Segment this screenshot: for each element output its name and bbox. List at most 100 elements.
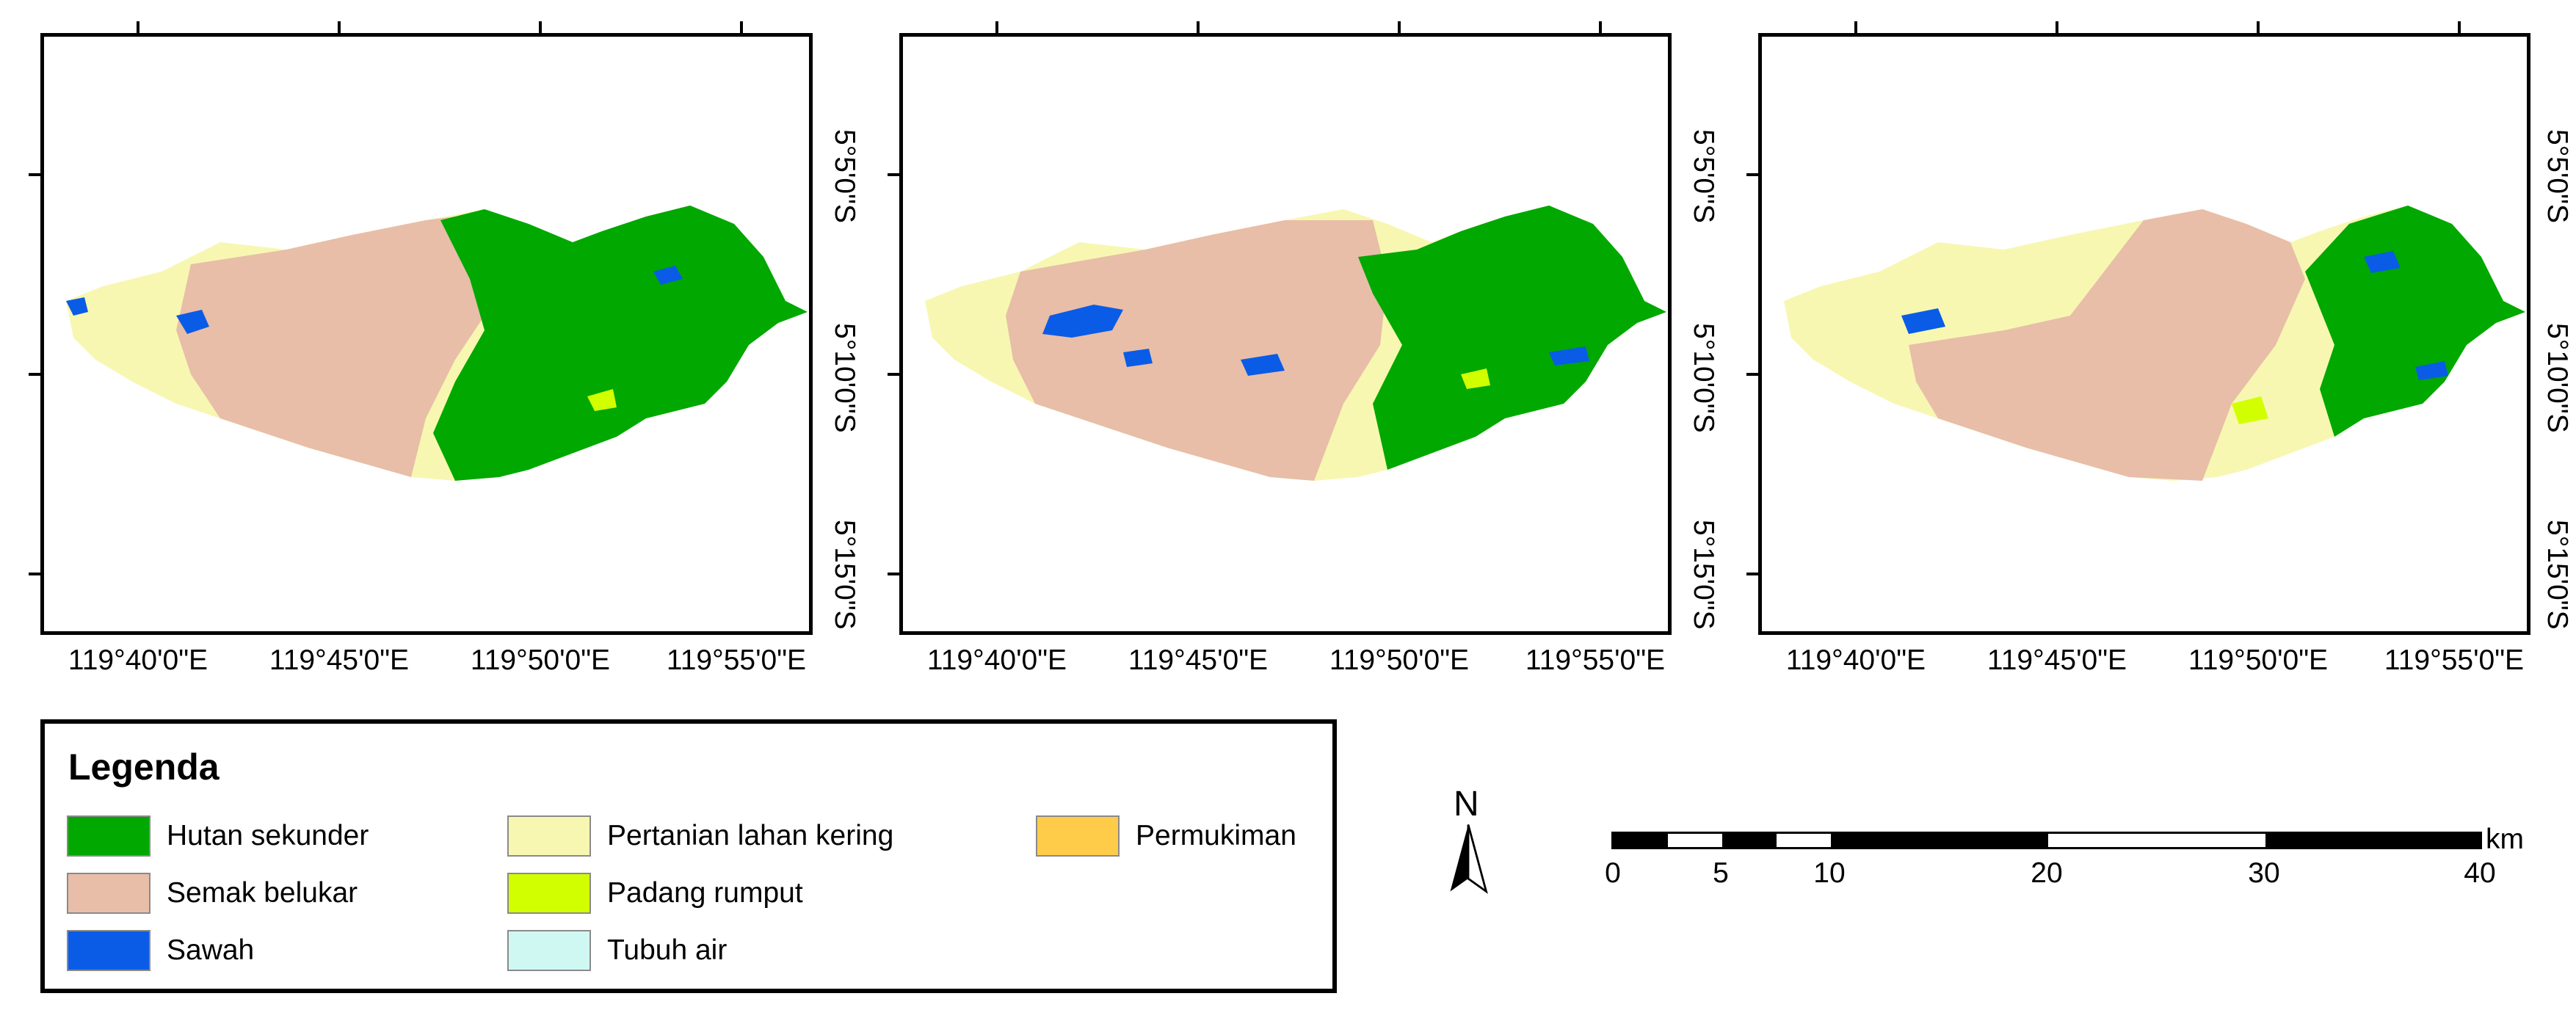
legend-swatch: [507, 815, 591, 857]
padang-patch: [1461, 368, 1490, 389]
tick-mark: [888, 373, 899, 376]
legend-item: Sawah: [67, 930, 254, 971]
tick-mark: [1746, 373, 1758, 376]
tick-mark: [29, 573, 40, 575]
north-label: N: [1454, 785, 1479, 824]
legend-label: Hutan sekunder: [167, 820, 369, 851]
longitude-label: 119°45'0"E: [269, 644, 410, 676]
scale-segment: [1777, 834, 1831, 847]
sawah-patch: [1549, 346, 1589, 366]
sawah-patch: [1042, 305, 1123, 338]
scale-label: 30: [2248, 857, 2280, 889]
longitude-label: 119°50'0"E: [2188, 644, 2329, 676]
latitude-label: 5°10'0"S: [829, 323, 860, 433]
longitude-label: 119°50'0"E: [470, 644, 611, 676]
tick-mark: [1746, 573, 1758, 575]
latitude-label: 5°15'0"S: [1688, 520, 1719, 630]
tick-mark: [338, 21, 341, 33]
sawah-patch: [176, 310, 209, 334]
scale-segment: [1668, 834, 1722, 847]
longitude-label: 119°45'0"E: [1128, 644, 1269, 676]
latitude-label: 5°10'0"S: [1688, 323, 1719, 433]
legend-swatch: [507, 930, 591, 971]
legend-label: Padang rumput: [607, 877, 803, 909]
legend-swatch: [67, 873, 150, 914]
sawah-patch: [2415, 361, 2448, 380]
sawah-patch: [66, 297, 88, 316]
longitude-label: 119°50'0"E: [1329, 644, 1470, 676]
scale-bar: [1611, 832, 2482, 849]
tick-mark: [1197, 21, 1200, 33]
latitude-label: 5°5'0"S: [2541, 129, 2573, 223]
semak-zone: [176, 213, 499, 477]
tick-mark: [1746, 173, 1758, 176]
legend-box: Legenda Hutan sekunder Semak belukar Saw…: [40, 719, 1337, 993]
scale-label: 40: [2464, 857, 2496, 889]
tick-mark: [995, 21, 998, 33]
latitude-label: 5°5'0"S: [1688, 129, 1719, 223]
tick-mark: [1599, 21, 1602, 33]
longitude-label: 119°40'0"E: [926, 644, 1067, 676]
sawah-patch: [2364, 251, 2401, 273]
tick-mark: [2056, 21, 2058, 33]
map-panel-3: [1758, 33, 2530, 635]
legend-label: Permukiman: [1136, 820, 1296, 851]
scale-label: 20: [2031, 857, 2063, 889]
semak-zone: [1006, 220, 1387, 481]
sawah-patch: [653, 266, 683, 285]
legend-swatch: [67, 815, 150, 857]
tick-mark: [539, 21, 542, 33]
scale-segment: [2265, 834, 2480, 847]
tick-mark: [888, 173, 899, 176]
tick-mark: [740, 21, 743, 33]
legend-item: Tubuh air: [507, 930, 727, 971]
scale-segment: [2048, 834, 2265, 847]
scale-segment: [1831, 834, 2048, 847]
tick-mark: [29, 373, 40, 376]
longitude-label: 119°55'0"E: [1525, 644, 1666, 676]
latitude-label: 5°10'0"S: [2541, 323, 2573, 433]
legend-label: Tubuh air: [607, 934, 728, 966]
longitude-label: 119°40'0"E: [1785, 644, 1926, 676]
tick-mark: [29, 173, 40, 176]
scale-unit: km: [2486, 824, 2524, 855]
longitude-label: 119°55'0"E: [2384, 644, 2525, 676]
legend-swatch: [67, 930, 150, 971]
tick-mark: [2458, 21, 2461, 33]
legend-item: Padang rumput: [507, 873, 803, 914]
tick-mark: [888, 573, 899, 575]
longitude-label: 119°40'0"E: [68, 644, 208, 676]
map-panel-1: [40, 33, 813, 635]
legend-item: Semak belukar: [67, 873, 358, 914]
north-arrow-icon: [1450, 824, 1488, 894]
legend-swatch: [507, 873, 591, 914]
legend-item: Permukiman: [1036, 815, 1296, 857]
legend-item: Pertanian lahan kering: [507, 815, 893, 857]
semak-zone: [1909, 209, 2305, 481]
land-cover-map-3: [1784, 206, 2525, 481]
longitude-label: 119°45'0"E: [1987, 644, 2127, 676]
padang-patch: [2232, 396, 2268, 424]
legend-label: Pertanian lahan kering: [607, 820, 894, 851]
legend-item: Hutan sekunder: [67, 815, 369, 857]
hutan-zone: [433, 206, 808, 481]
latitude-label: 5°5'0"S: [829, 129, 860, 223]
tick-mark: [1854, 21, 1857, 33]
hutan-zone: [1358, 206, 1666, 470]
legend-label: Sawah: [167, 934, 255, 966]
legend-label: Semak belukar: [167, 877, 358, 909]
sawah-patch: [1123, 349, 1153, 367]
hutan-zone: [2305, 206, 2525, 437]
scale-segment: [1614, 834, 1668, 847]
scale-label: 10: [1813, 857, 1846, 889]
scale-label: 0: [1605, 857, 1621, 889]
longitude-label: 119°55'0"E: [666, 644, 807, 676]
legend-title: Legenda: [68, 746, 219, 788]
tick-mark: [1398, 21, 1401, 33]
latitude-label: 5°15'0"S: [829, 520, 860, 630]
sawah-patch: [1241, 354, 1285, 376]
padang-patch: [587, 389, 617, 411]
map-panel-2: [899, 33, 1672, 635]
legend-swatch: [1036, 815, 1120, 857]
sawah-patch: [1901, 308, 1945, 334]
